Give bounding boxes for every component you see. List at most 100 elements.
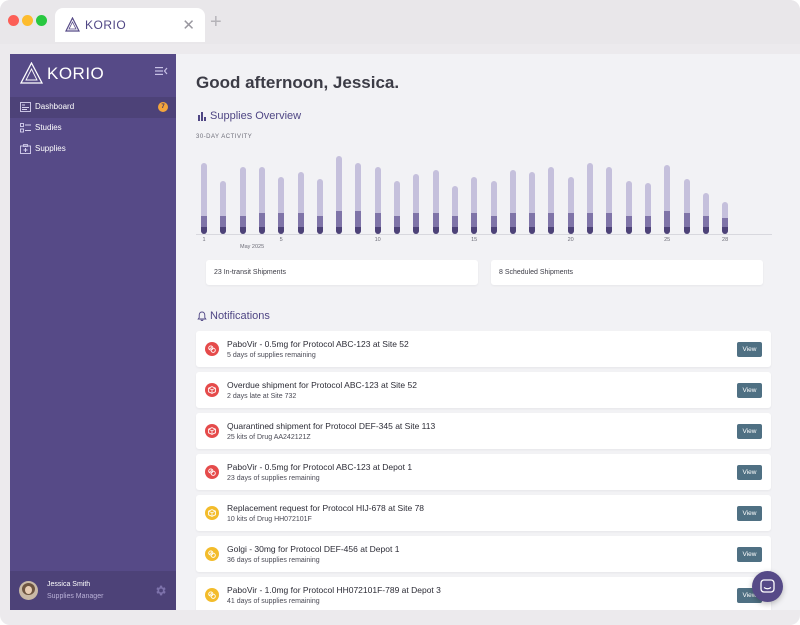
chart-bar xyxy=(355,162,362,234)
bar-segment-dark xyxy=(355,227,362,234)
chart-bar xyxy=(587,162,593,234)
activity-chart: May 2025 1 5 10 15 20 25 28 xyxy=(196,154,776,250)
view-button[interactable]: View xyxy=(737,547,762,562)
view-button[interactable]: View xyxy=(737,424,762,439)
box-icon xyxy=(205,424,219,438)
chart-bar xyxy=(316,178,323,234)
scheduled-shipments-card[interactable]: 8 Scheduled Shipments xyxy=(491,260,763,285)
chart-bar xyxy=(451,185,458,234)
bar-segment-mid xyxy=(606,213,613,228)
chat-support-button[interactable] xyxy=(752,571,783,602)
bar-segment-light xyxy=(587,162,593,214)
bar-segment-light xyxy=(336,155,343,211)
notification-card[interactable]: Quarantined shipment for Protocol DEF-34… xyxy=(196,413,771,449)
browser-tab[interactable]: KORIO ✕ xyxy=(55,8,205,42)
bar-segment-mid xyxy=(471,213,478,228)
app-container: KORIO Dashboard 7 xyxy=(10,54,800,610)
bar-segment-light xyxy=(201,162,207,216)
notification-title: Replacement request for Protocol HIJ-678… xyxy=(227,503,425,513)
bar-segment-light xyxy=(239,167,246,216)
bar-segment-dark xyxy=(336,227,343,234)
close-window-button[interactable] xyxy=(8,15,19,26)
sidebar-item-supplies[interactable]: Supplies xyxy=(10,139,176,160)
notification-card[interactable]: PaboVir - 0.5mg for Protocol ABC-123 at … xyxy=(196,454,771,490)
notification-card[interactable]: Replacement request for Protocol HIJ-678… xyxy=(196,495,771,531)
notification-card[interactable]: Overdue shipment for Protocol ABC-123 at… xyxy=(196,372,771,408)
chart-bar xyxy=(374,167,381,234)
close-tab-icon[interactable]: ✕ xyxy=(182,17,195,34)
notification-title: PaboVir - 0.5mg for Protocol ABC-123 at … xyxy=(227,339,409,349)
bar-segment-dark xyxy=(432,227,439,234)
chart-subtitle: 30-DAY ACTIVITY xyxy=(196,134,253,140)
chart-bar xyxy=(394,181,400,234)
notification-card[interactable]: Golgi - 30mg for Protocol DEF-456 at Dep… xyxy=(196,536,771,572)
bar-segment-dark xyxy=(394,227,400,234)
bar-segment-light xyxy=(297,171,304,214)
bar-segment-light xyxy=(644,183,651,216)
sidebar-nav: Dashboard 7 Studies xyxy=(10,97,176,160)
bar-segment-light xyxy=(606,167,613,214)
collapse-menu-icon[interactable] xyxy=(154,65,168,77)
bar-segment-dark xyxy=(567,227,574,234)
x-tick-label: 20 xyxy=(567,237,574,243)
chart-bar xyxy=(722,201,729,234)
bar-segment-light xyxy=(432,169,439,214)
pills-icon xyxy=(205,588,219,602)
stat-label: 23 In-transit Shipments xyxy=(214,269,286,276)
notification-detail: 36 days of supplies remaining xyxy=(227,557,320,564)
view-button[interactable]: View xyxy=(737,506,762,521)
minimize-window-button[interactable] xyxy=(22,15,33,26)
bar-segment-mid xyxy=(548,213,555,228)
chart-bar xyxy=(664,165,671,234)
bar-segment-light xyxy=(394,181,400,216)
bar-segment-mid xyxy=(567,213,574,228)
bar-segment-dark xyxy=(278,227,285,234)
sidebar-item-dashboard[interactable]: Dashboard 7 xyxy=(10,97,176,118)
chart-axis xyxy=(196,234,772,235)
bar-segment-dark xyxy=(201,227,207,234)
sidebar-item-label: Studies xyxy=(35,123,62,132)
chart-bar xyxy=(297,171,304,234)
sidebar-item-label: Dashboard xyxy=(35,102,75,111)
x-tick-label: 1 xyxy=(202,237,206,243)
in-transit-shipments-card[interactable]: 23 In-transit Shipments xyxy=(206,260,478,285)
maximize-window-button[interactable] xyxy=(36,15,47,26)
box-icon xyxy=(205,506,219,520)
bar-chart-icon xyxy=(198,112,206,121)
section-title-supplies-overview: Supplies Overview xyxy=(210,110,302,122)
bar-segment-light xyxy=(220,181,227,216)
x-tick-label: 25 xyxy=(664,237,671,243)
notification-card[interactable]: PaboVir - 1.0mg for Protocol HH072101F-7… xyxy=(196,577,771,610)
avatar xyxy=(19,581,38,600)
chart-bar xyxy=(606,167,613,234)
bar-segment-light xyxy=(316,178,323,216)
bar-segment-mid xyxy=(201,215,207,228)
user-profile[interactable]: Jessica Smith Supplies Manager xyxy=(10,571,176,610)
bar-segment-light xyxy=(683,178,690,214)
bar-segment-dark xyxy=(702,227,709,234)
bar-segment-light xyxy=(625,181,632,216)
view-button[interactable]: View xyxy=(737,342,762,357)
view-button[interactable]: View xyxy=(737,465,762,480)
bar-segment-mid xyxy=(258,213,265,228)
bar-segment-dark xyxy=(258,227,265,234)
sidebar-item-studies[interactable]: Studies xyxy=(10,118,176,139)
chart-bar xyxy=(490,181,497,234)
new-tab-button[interactable]: + xyxy=(210,11,222,33)
bar-segment-mid xyxy=(722,217,729,228)
notification-card[interactable]: PaboVir - 0.5mg for Protocol ABC-123 at … xyxy=(196,331,771,367)
bar-segment-mid xyxy=(220,215,227,228)
user-name: Jessica Smith xyxy=(47,581,91,588)
chart-bar xyxy=(258,167,265,234)
chart-bar xyxy=(413,174,420,234)
bar-segment-mid xyxy=(529,213,536,228)
bar-segment-mid xyxy=(413,213,420,228)
bar-segment-mid xyxy=(278,213,285,228)
gear-icon[interactable] xyxy=(154,584,167,597)
bar-segment-dark xyxy=(490,227,497,234)
chart-bar xyxy=(567,176,574,235)
chart-bar xyxy=(220,181,227,234)
chart-bar xyxy=(644,183,651,234)
bar-segment-dark xyxy=(239,227,246,234)
view-button[interactable]: View xyxy=(737,383,762,398)
